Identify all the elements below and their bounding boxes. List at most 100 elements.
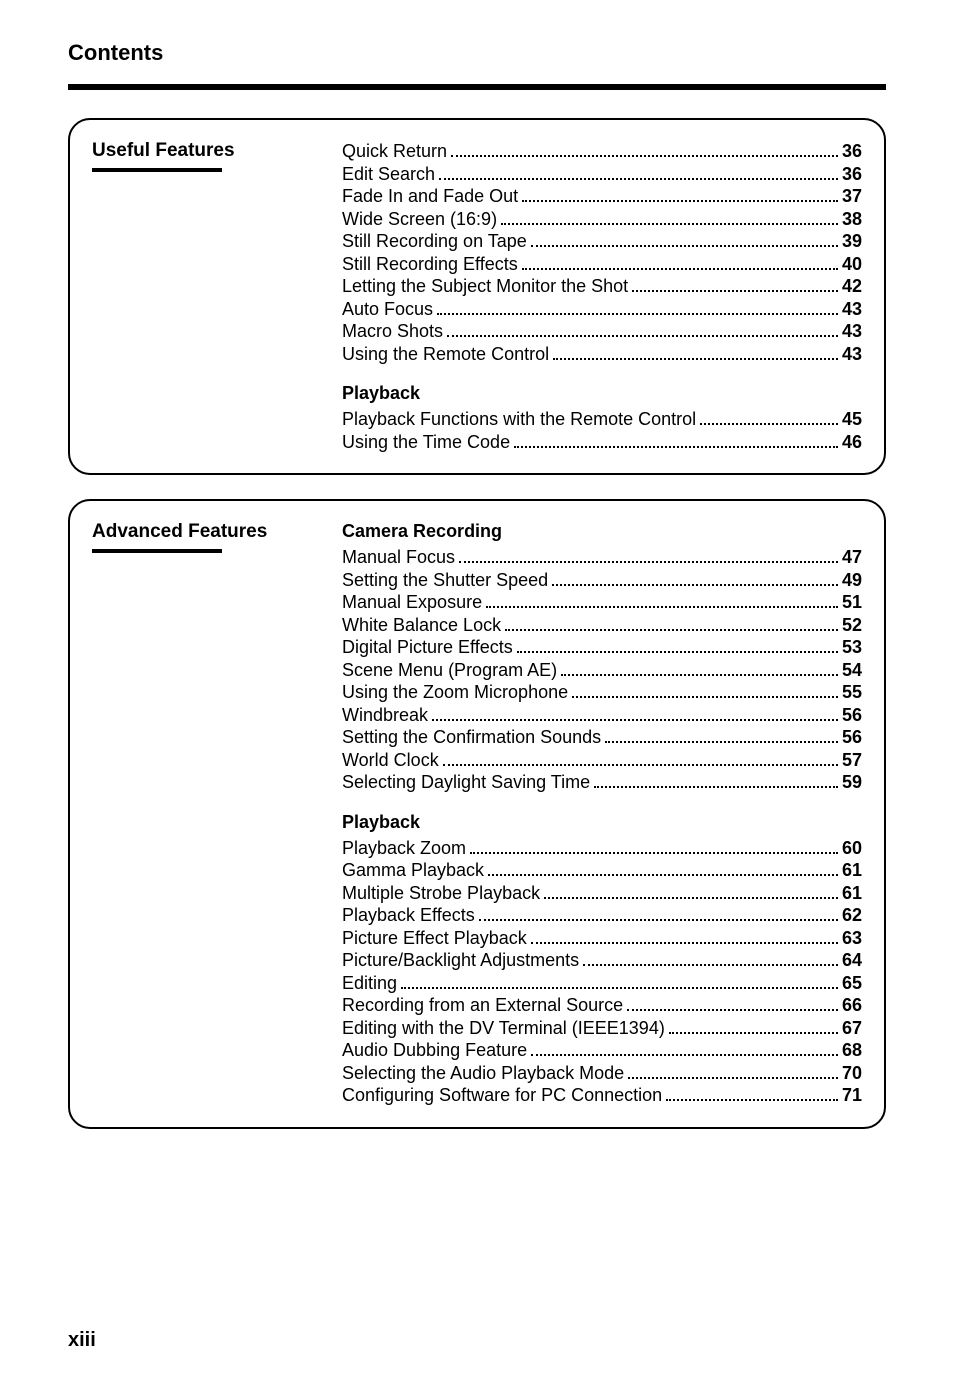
toc-row: Recording from an External Source 66 [342,994,862,1017]
page: Contents Useful FeaturesQuick Return36Ed… [0,0,954,1392]
toc-page: 53 [842,636,862,659]
toc-label: Fade In and Fade Out [342,185,518,208]
title-rule [68,84,886,90]
toc-page: 54 [842,659,862,682]
toc-label: Multiple Strobe Playback [342,882,540,905]
toc-dots [552,569,838,585]
toc-dots [605,727,838,743]
toc-label: Editing with the DV Terminal (IEEE1394) [342,1017,665,1040]
section-box: Useful FeaturesQuick Return 36Edit Search… [68,118,886,475]
toc-dots [505,614,838,630]
sections-container: Useful FeaturesQuick Return 36Edit Search… [68,118,886,1129]
toc-row: Macro Shots43 [342,320,862,343]
toc-row: Audio Dubbing Feature68 [342,1039,862,1062]
toc-page: 49 [842,569,862,592]
toc-page: 45 [842,408,862,431]
section-heading: Advanced Features [92,521,342,543]
toc-page: 59 [842,771,862,794]
toc-row: Digital Picture Effects53 [342,636,862,659]
toc-label: Selecting Daylight Saving Time [342,771,590,794]
toc-page: 56 [842,704,862,727]
section-left: Advanced Features [92,521,342,553]
toc-row: Selecting the Audio Playback Mode70 [342,1062,862,1085]
toc-page: 66 [842,994,862,1017]
toc-row: Letting the Subject Monitor the Shot42 [342,275,862,298]
toc-label: White Balance Lock [342,614,501,637]
toc-dots [700,409,838,425]
toc-dots [632,276,838,292]
toc-label: Playback Effects [342,904,475,927]
subgroup-title: Camera Recording [342,521,862,542]
subgroup: PlaybackPlayback Zoom60Gamma Playback61M… [342,812,862,1107]
toc-page: 62 [842,904,862,927]
toc-label: World Clock [342,749,439,772]
toc-dots [531,231,838,247]
toc-dots [561,659,838,675]
toc-page: 43 [842,298,862,321]
toc-row: Wide Screen (16:9)38 [342,208,862,231]
toc-label: Auto Focus [342,298,433,321]
toc-page: 57 [842,749,862,772]
toc-page: 52 [842,614,862,637]
toc-row: Picture Effect Playback63 [342,927,862,950]
toc-row: Picture/Backlight Adjustments64 [342,949,862,972]
toc-label: Using the Zoom Microphone [342,681,568,704]
toc-page: 37 [842,185,862,208]
toc-dots [517,637,838,653]
toc-dots [501,208,838,224]
toc-row: Selecting Daylight Saving Time 59 [342,771,862,794]
toc-page: 61 [842,859,862,882]
toc-dots [443,749,838,765]
page-number: xiii [68,1329,886,1352]
toc-label: Recording from an External Source [342,994,623,1017]
toc-dots [572,682,838,698]
toc-page: 38 [842,208,862,231]
toc-row: Using the Time Code 46 [342,431,862,454]
toc-label: Quick Return [342,140,447,163]
toc-row: Configuring Software for PC Connection 71 [342,1084,862,1107]
section-heading-rule [92,549,222,553]
toc-label: Picture/Backlight Adjustments [342,949,579,972]
subgroup-title: Playback [342,383,862,404]
toc-row: Still Recording Effects40 [342,253,862,276]
toc-dots [544,882,838,898]
toc-page: 65 [842,972,862,995]
toc-label: Playback Zoom [342,837,466,860]
toc-dots [447,321,838,337]
toc-label: Scene Menu (Program AE) [342,659,557,682]
toc-label: Configuring Software for PC Connection [342,1084,662,1107]
toc-page: 71 [842,1084,862,1107]
toc-dots [522,253,838,269]
section-left: Useful Features [92,140,342,172]
toc-label: Setting the Shutter Speed [342,569,548,592]
toc-dots [437,298,838,314]
toc-dots [514,431,838,447]
toc-row: Playback Effects 62 [342,904,862,927]
toc-label: Using the Remote Control [342,343,549,366]
toc-dots [479,905,838,921]
toc-page: 47 [842,546,862,569]
section-right: Quick Return 36Edit Search36Fade In and F… [342,140,862,453]
toc-row: Using the Remote Control 43 [342,343,862,366]
section-heading-rule [92,168,222,172]
toc-row: Editing with the DV Terminal (IEEE1394)6… [342,1017,862,1040]
toc-page: 42 [842,275,862,298]
toc-page: 40 [842,253,862,276]
toc-page: 43 [842,343,862,366]
subgroup-title: Playback [342,812,862,833]
toc-row: Quick Return 36 [342,140,862,163]
toc-page: 36 [842,140,862,163]
toc-row: Multiple Strobe Playback 61 [342,882,862,905]
toc-page: 46 [842,431,862,454]
toc-dots [666,1085,838,1101]
toc-row: Fade In and Fade Out 37 [342,185,862,208]
page-title: Contents [68,40,886,66]
toc-page: 61 [842,882,862,905]
toc-dots [470,837,838,853]
toc-dots [522,186,838,202]
toc-row: Edit Search36 [342,163,862,186]
toc-row: Editing65 [342,972,862,995]
toc-label: Using the Time Code [342,431,510,454]
subgroup: Camera RecordingManual Focus47Setting th… [342,521,862,794]
section-box: Advanced FeaturesCamera RecordingManual … [68,499,886,1129]
